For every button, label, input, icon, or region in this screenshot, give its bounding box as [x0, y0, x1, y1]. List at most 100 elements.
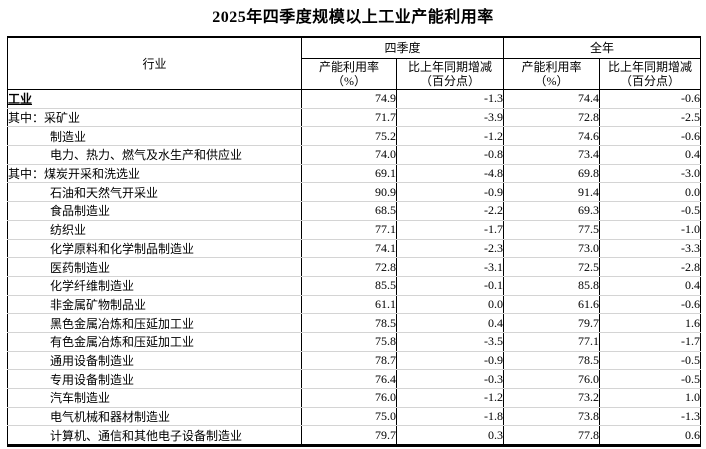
fullyear-change-cell: -1.7 [599, 332, 702, 352]
industry-cell: 非金属矿物制品业 [7, 295, 302, 315]
fullyear-rate-label-line2: （%） [534, 74, 569, 88]
table-row: 其中：采矿业 71.7 -3.9 72.8 -2.5 [7, 108, 702, 128]
fullyear-rate-cell: 74.6 [503, 126, 601, 147]
industry-cell: 通用设备制造业 [7, 351, 302, 371]
fullyear-change-cell: 1.6 [599, 313, 702, 333]
q4-rate-cell: 74.1 [301, 239, 397, 259]
q4-rate-cell: 72.8 [301, 257, 397, 277]
fullyear-rate-cell: 73.0 [503, 239, 601, 259]
col-group-fullyear: 全年 [503, 36, 702, 59]
q4-change-cell: -3.9 [395, 108, 505, 128]
industry-cell: 有色金属冶炼和压延加工业 [7, 332, 302, 352]
table-row: 制造业 75.2 -1.2 74.6 -0.6 [7, 126, 702, 147]
industry-cell: 工业 [7, 89, 302, 109]
q4-change-cell: -1.3 [395, 89, 505, 109]
col-header-fullyear-rate: 产能利用率 （%） [503, 58, 601, 90]
fullyear-rate-cell: 69.8 [503, 164, 601, 184]
q4-rate-cell: 77.1 [301, 220, 397, 240]
col-header-industry: 行业 [7, 36, 302, 90]
q4-change-cell: -1.7 [395, 220, 505, 240]
q4-change-label-line2: （百分点） [420, 74, 481, 88]
fullyear-rate-cell: 77.8 [503, 425, 601, 446]
q4-rate-cell: 76.0 [301, 388, 397, 408]
fullyear-rate-cell: 85.8 [503, 276, 601, 296]
q4-change-cell: -1.2 [395, 126, 505, 147]
fullyear-rate-cell: 73.2 [503, 388, 601, 408]
industry-cell: 专用设备制造业 [7, 369, 302, 389]
industry-cell: 电力、热力、燃气及水生产和供应业 [7, 145, 302, 165]
q4-change-cell: -0.3 [395, 369, 505, 389]
table-row: 其中：煤炭开采和洗选业 69.1 -4.8 69.8 -3.0 [7, 164, 702, 184]
q4-rate-cell: 71.7 [301, 108, 397, 128]
industry-cell: 其中：采矿业 [7, 108, 302, 128]
q4-change-cell: -3.5 [395, 332, 505, 352]
table-header: 行业 四季度 全年 产能利用率 （%） 比上年同期增减 （百分点） 产能利用率 … [7, 36, 702, 90]
table-row: 汽车制造业 76.0 -1.2 73.2 1.0 [7, 388, 702, 408]
table-row: 工业 74.9 -1.3 74.4 -0.6 [7, 89, 702, 109]
fullyear-change-cell: -3.3 [599, 239, 702, 259]
fullyear-rate-cell: 78.5 [503, 351, 601, 371]
fullyear-change-cell: -0.6 [599, 89, 702, 109]
q4-change-cell: -3.1 [395, 257, 505, 277]
q4-rate-cell: 76.4 [301, 369, 397, 389]
col-header-q4-rate: 产能利用率 （%） [301, 58, 397, 90]
table-row: 医药制造业 72.8 -3.1 72.5 -2.8 [7, 257, 702, 277]
fullyear-change-cell: -2.5 [599, 108, 702, 128]
table-row: 食品制造业 68.5 -2.2 69.3 -0.5 [7, 201, 702, 221]
q4-change-cell: -4.8 [395, 164, 505, 184]
q4-rate-cell: 75.8 [301, 332, 397, 352]
fullyear-rate-cell: 77.5 [503, 220, 601, 240]
q4-rate-cell: 75.0 [301, 407, 397, 427]
industry-cell: 电气机械和器材制造业 [7, 407, 302, 427]
q4-change-cell: -0.9 [395, 182, 505, 203]
industry-cell: 医药制造业 [7, 257, 302, 277]
col-header-fullyear-change: 比上年同期增减 （百分点） [599, 58, 702, 90]
table-row: 化学纤维制造业 85.5 -0.1 85.8 0.4 [7, 276, 702, 296]
q4-change-cell: 0.4 [395, 313, 505, 333]
q4-rate-label-line1: 产能利用率 [318, 60, 379, 74]
q4-change-cell: -0.1 [395, 276, 505, 296]
fullyear-rate-cell: 73.8 [503, 407, 601, 427]
q4-rate-cell: 68.5 [301, 201, 397, 221]
industry-cell: 黑色金属冶炼和压延加工业 [7, 313, 302, 333]
table-row: 黑色金属冶炼和压延加工业 78.5 0.4 79.7 1.6 [7, 313, 702, 333]
q4-rate-cell: 74.9 [301, 89, 397, 109]
fullyear-change-cell: 0.6 [599, 425, 702, 446]
q4-change-cell: -0.9 [395, 351, 505, 371]
fullyear-rate-cell: 74.4 [503, 89, 601, 109]
q4-rate-cell: 78.5 [301, 313, 397, 333]
fullyear-change-cell: -0.6 [599, 295, 702, 315]
col-header-q4-change: 比上年同期增减 （百分点） [395, 58, 505, 90]
table-row: 有色金属冶炼和压延加工业 75.8 -3.5 77.1 -1.7 [7, 332, 702, 352]
industry-cell: 石油和天然气开采业 [7, 182, 302, 203]
fullyear-rate-cell: 77.1 [503, 332, 601, 352]
industry-cell: 其中：煤炭开采和洗选业 [7, 164, 302, 184]
fullyear-change-cell: -3.0 [599, 164, 702, 184]
q4-change-cell: -2.2 [395, 201, 505, 221]
fullyear-change-cell: 1.0 [599, 388, 702, 408]
capacity-utilization-table: 行业 四季度 全年 产能利用率 （%） 比上年同期增减 （百分点） 产能利用率 … [7, 36, 702, 448]
fullyear-change-cell: -2.8 [599, 257, 702, 277]
table-row: 通用设备制造业 78.7 -0.9 78.5 -0.5 [7, 351, 702, 371]
fullyear-change-cell: 0.4 [599, 145, 702, 165]
industry-cell: 制造业 [7, 126, 302, 147]
q4-change-cell: 0.0 [395, 295, 505, 315]
q4-rate-label-line2: （%） [332, 74, 366, 88]
fullyear-change-cell: -0.5 [599, 201, 702, 221]
fullyear-rate-cell: 72.8 [503, 108, 601, 128]
table-body: 工业 74.9 -1.3 74.4 -0.6 其中：采矿业 71.7 -3.9 72.8 -2.5… [7, 89, 702, 446]
q4-rate-cell: 75.2 [301, 126, 397, 147]
table-row: 纺织业 77.1 -1.7 77.5 -1.0 [7, 220, 702, 240]
q4-rate-cell: 78.7 [301, 351, 397, 371]
industry-cell: 化学原料和化学制品制造业 [7, 239, 302, 259]
q4-change-cell: -1.2 [395, 388, 505, 408]
q4-rate-cell: 74.0 [301, 145, 397, 165]
industry-cell: 纺织业 [7, 220, 302, 240]
industry-cell: 计算机、通信和其他电子设备制造业 [7, 425, 302, 446]
industry-cell: 汽车制造业 [7, 388, 302, 408]
fullyear-rate-cell: 73.4 [503, 145, 601, 165]
fullyear-change-label-line2: （百分点） [620, 74, 681, 88]
fullyear-change-cell: -1.0 [599, 220, 702, 240]
fullyear-rate-cell: 76.0 [503, 369, 601, 389]
table-row: 非金属矿物制品业 61.1 0.0 61.6 -0.6 [7, 295, 702, 315]
